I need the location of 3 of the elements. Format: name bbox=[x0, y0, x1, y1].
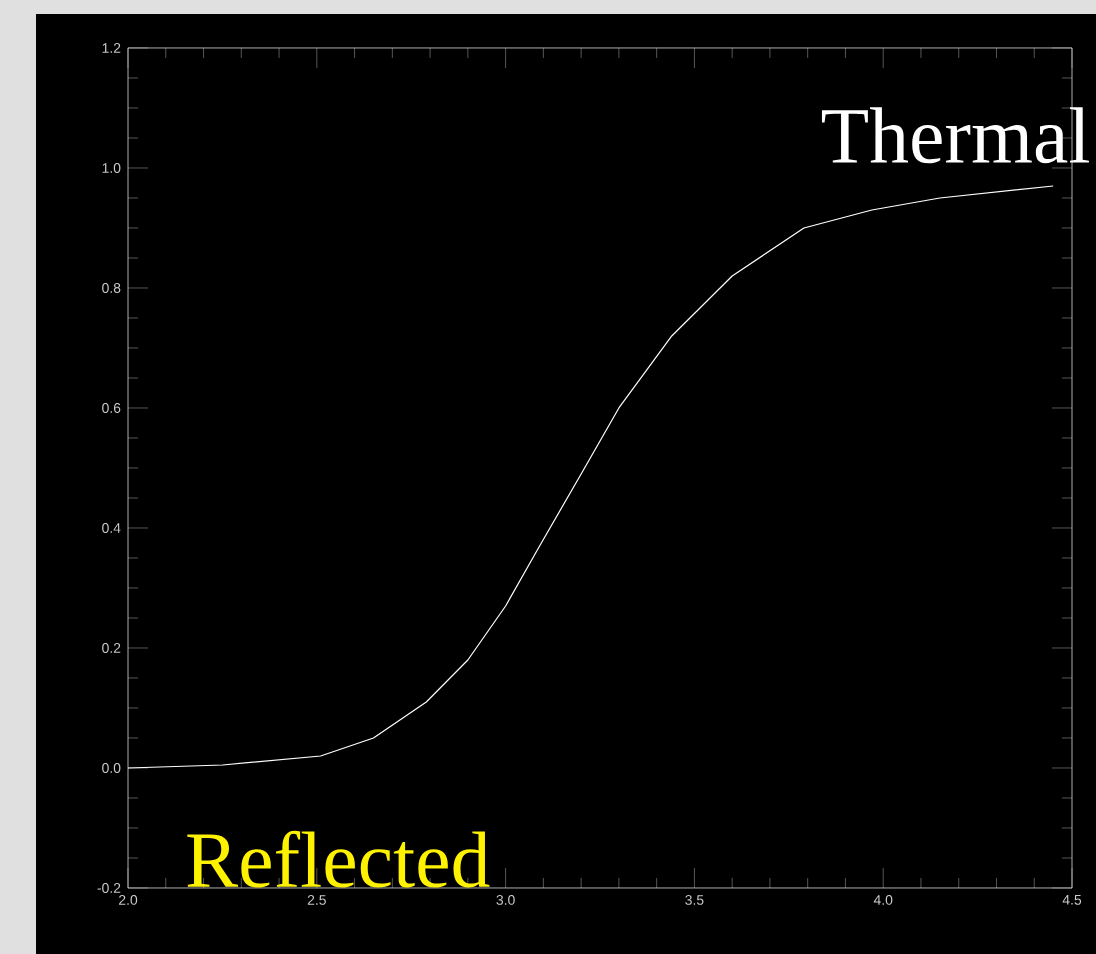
annotation: Thermal bbox=[821, 107, 1089, 164]
line-series bbox=[127, 185, 1054, 769]
annotation: Reflected bbox=[187, 830, 490, 888]
